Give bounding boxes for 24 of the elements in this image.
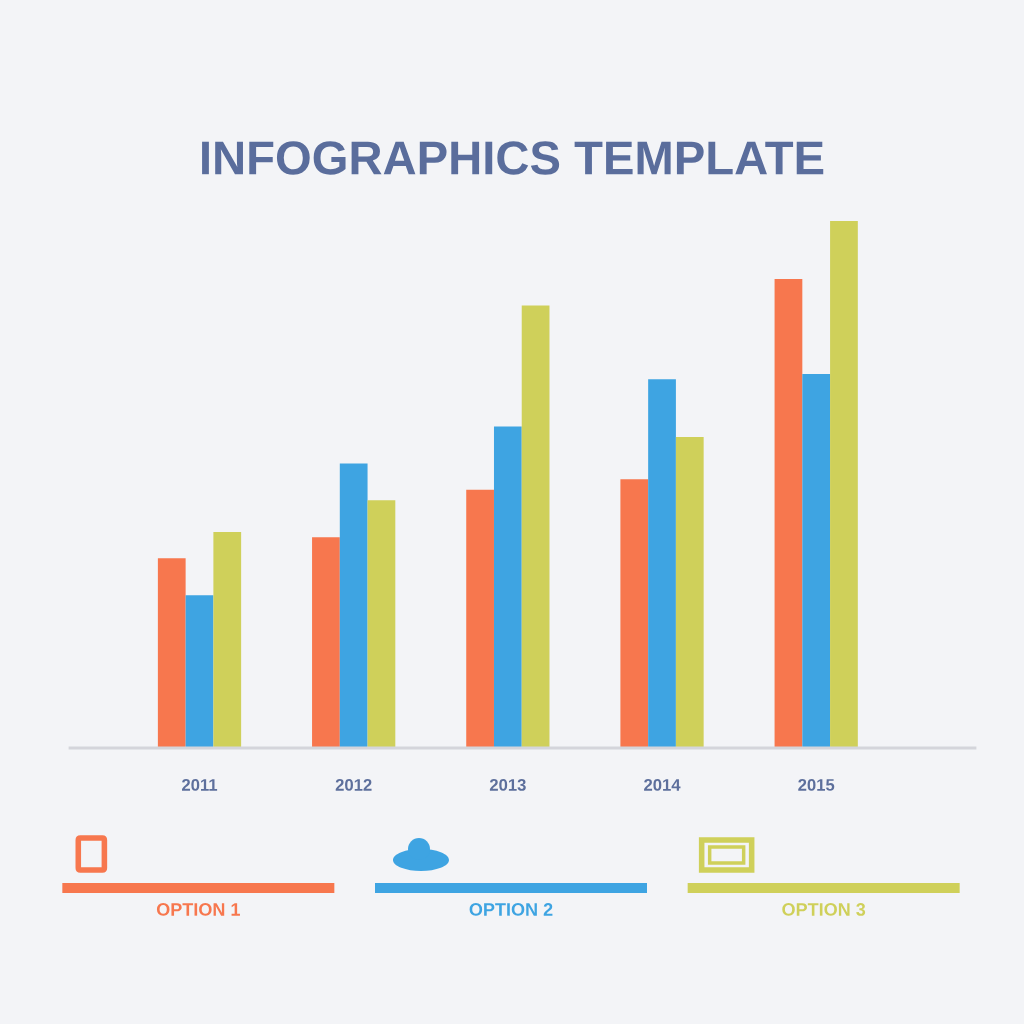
text: OPTION 2 [469,903,553,916]
bar [620,479,649,748]
x-tick-label: 2013 [489,779,526,791]
x-tick-label: 2015 [798,779,835,791]
x-tick-label: 2011 [182,779,218,791]
bar [367,500,396,748]
x-tick-label: 2012 [335,779,372,791]
bar [521,305,550,748]
bar [648,379,676,748]
x-tick-label: 2014 [644,779,681,791]
bar [675,437,704,748]
bar [312,537,340,748]
bar [830,221,858,748]
chart-title: INFOGRAPHICS TEMPLATE [202,141,824,175]
bar [774,279,803,748]
bar [213,531,242,748]
bar [157,558,186,748]
text: OPTION 3 [782,903,866,916]
bar [466,489,494,748]
bar [802,373,831,748]
text: OPTION 1 [156,903,240,916]
bar [493,426,522,748]
bar [339,463,368,748]
bar [185,595,214,748]
